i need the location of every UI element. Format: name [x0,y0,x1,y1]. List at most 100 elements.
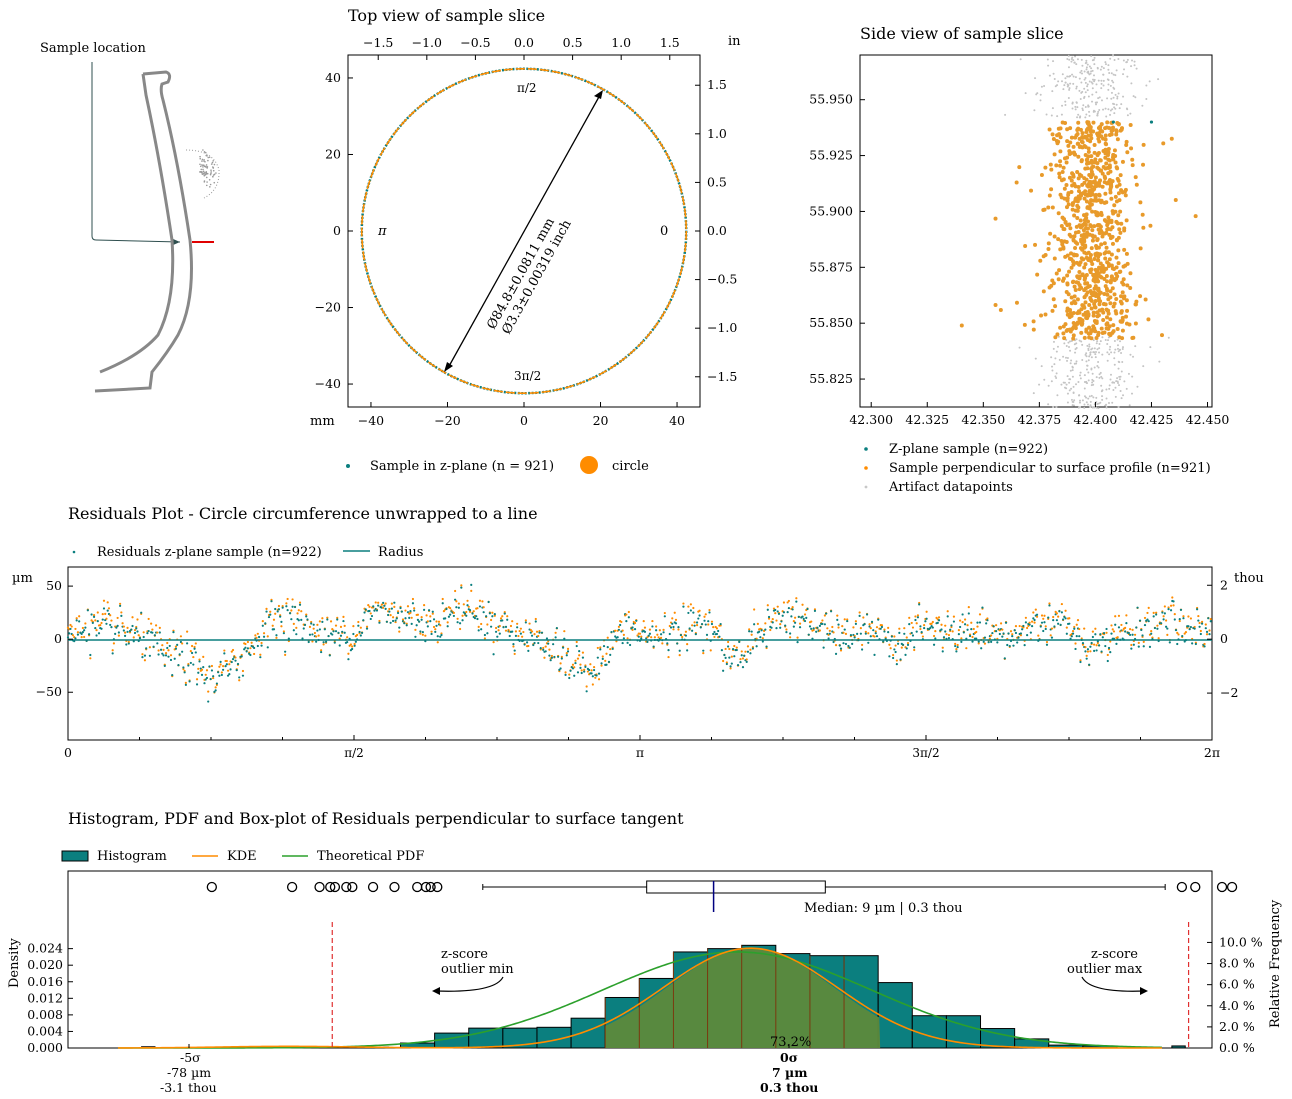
residual-point-zplane [346,640,349,644]
residual-point-zplane [596,656,599,659]
residual-point-zplane [832,640,835,644]
residual-point-zplane [338,644,341,647]
perpendicular-sample-point [1054,163,1059,168]
residual-point-zplane [1101,636,1104,639]
artifact-point [1108,348,1111,351]
residual-point-perpendicular [311,640,314,643]
residual-point-zplane [534,620,537,623]
artifact-point [1034,77,1037,80]
artifact-point [1121,346,1124,349]
residual-point-zplane [544,650,547,653]
residual-point-perpendicular [906,641,910,645]
outlier-marker [425,881,436,893]
residual-point-zplane [956,645,959,649]
perpendicular-sample-point [1108,182,1113,187]
residual-point-zplane [846,619,849,623]
artifact-point [1083,403,1086,406]
perpendicular-sample-point [1060,242,1065,247]
perpendicular-sample-point [1106,263,1111,268]
residual-point-perpendicular [779,623,782,626]
perpendicular-sample-point [1092,318,1097,323]
theoretical-pdf-curve [118,951,1163,1049]
residual-point-zplane [1198,625,1201,628]
residual-point-perpendicular [905,636,908,639]
perpendicular-sample-point [1103,141,1108,146]
residual-point-perpendicular [686,643,689,646]
residual-point-perpendicular [944,624,947,627]
histogram-ticks: 0.0240.0200.0160.0120.0080.0040.00010.0 … [27,934,1263,1055]
residual-point-perpendicular [999,622,1003,625]
residual-point-zplane [1074,647,1077,651]
residual-point-zplane [691,629,694,632]
residual-point-zplane [977,640,980,643]
profile-bump-point [213,163,216,166]
artifact-point [1075,360,1078,363]
residual-point-zplane [651,625,654,628]
side-view-xtick-label: 42.375 [1017,412,1061,427]
residual-point-zplane [141,656,144,659]
artifact-point [1113,339,1116,342]
residual-point-perpendicular [564,671,567,674]
residual-point-zplane [315,640,318,643]
residual-point-perpendicular [349,643,352,646]
residual-point-perpendicular [329,620,333,623]
residual-point-zplane [1086,648,1090,651]
residual-point-perpendicular [421,633,424,636]
artifact-point [1078,89,1081,92]
residual-point-perpendicular [346,636,349,639]
residuals-yunit-left: µm [12,571,33,586]
artifact-point [1106,97,1109,100]
artifact-point [1085,396,1088,399]
residual-point-perpendicular [1199,629,1202,633]
artifact-point [1086,83,1089,86]
artifact-point [1087,347,1090,350]
perpendicular-sample-point [1073,287,1078,292]
artifact-point [1149,346,1152,349]
residual-point-perpendicular [1042,617,1045,620]
artifact-point [1060,113,1063,116]
residual-point-zplane [1094,633,1097,636]
residual-point-perpendicular [559,662,562,665]
residual-point-perpendicular [280,625,283,628]
artifact-point [1113,112,1116,115]
artifact-point [1072,392,1075,395]
residual-point-perpendicular [988,637,992,640]
perpendicular-sample-point [1100,171,1105,176]
perpendicular-sample-point [1050,308,1055,313]
residual-point-zplane [967,612,970,615]
residual-point-perpendicular [789,636,792,639]
artifact-point [1096,114,1099,117]
residual-point-perpendicular [627,610,630,614]
artifact-point [1075,101,1078,104]
perpendicular-sample-point [1087,232,1092,237]
artifact-point [1107,339,1110,342]
residual-point-zplane [1078,635,1081,638]
artifact-point [1101,398,1104,401]
perpendicular-sample-point [1056,277,1061,282]
residual-point-perpendicular [494,626,498,630]
residual-point-zplane [588,668,591,672]
perpendicular-sample-point [1092,304,1097,309]
residual-point-zplane [411,602,415,605]
residual-point-zplane [966,628,969,631]
perpendicular-sample-point [1092,150,1097,155]
residual-point-zplane [1173,618,1176,621]
residual-point-zplane [229,668,232,671]
artifact-point [1080,69,1083,72]
residual-point-zplane [473,617,477,620]
perpendicular-sample-point [1091,310,1096,315]
residual-point-zplane [848,646,851,649]
artifact-point [1120,352,1123,355]
residual-point-zplane [557,655,560,658]
perpendicular-sample-point [1097,193,1102,198]
residual-point-perpendicular [101,613,104,616]
perpendicular-sample-point [1047,193,1052,198]
artifact-point [1083,87,1086,90]
artifact-point [1072,385,1075,388]
residual-point-perpendicular [297,609,300,612]
residual-point-zplane [106,609,109,612]
residual-point-zplane [552,643,555,646]
artifact-point [1091,82,1094,85]
artifact-point [1120,397,1123,400]
